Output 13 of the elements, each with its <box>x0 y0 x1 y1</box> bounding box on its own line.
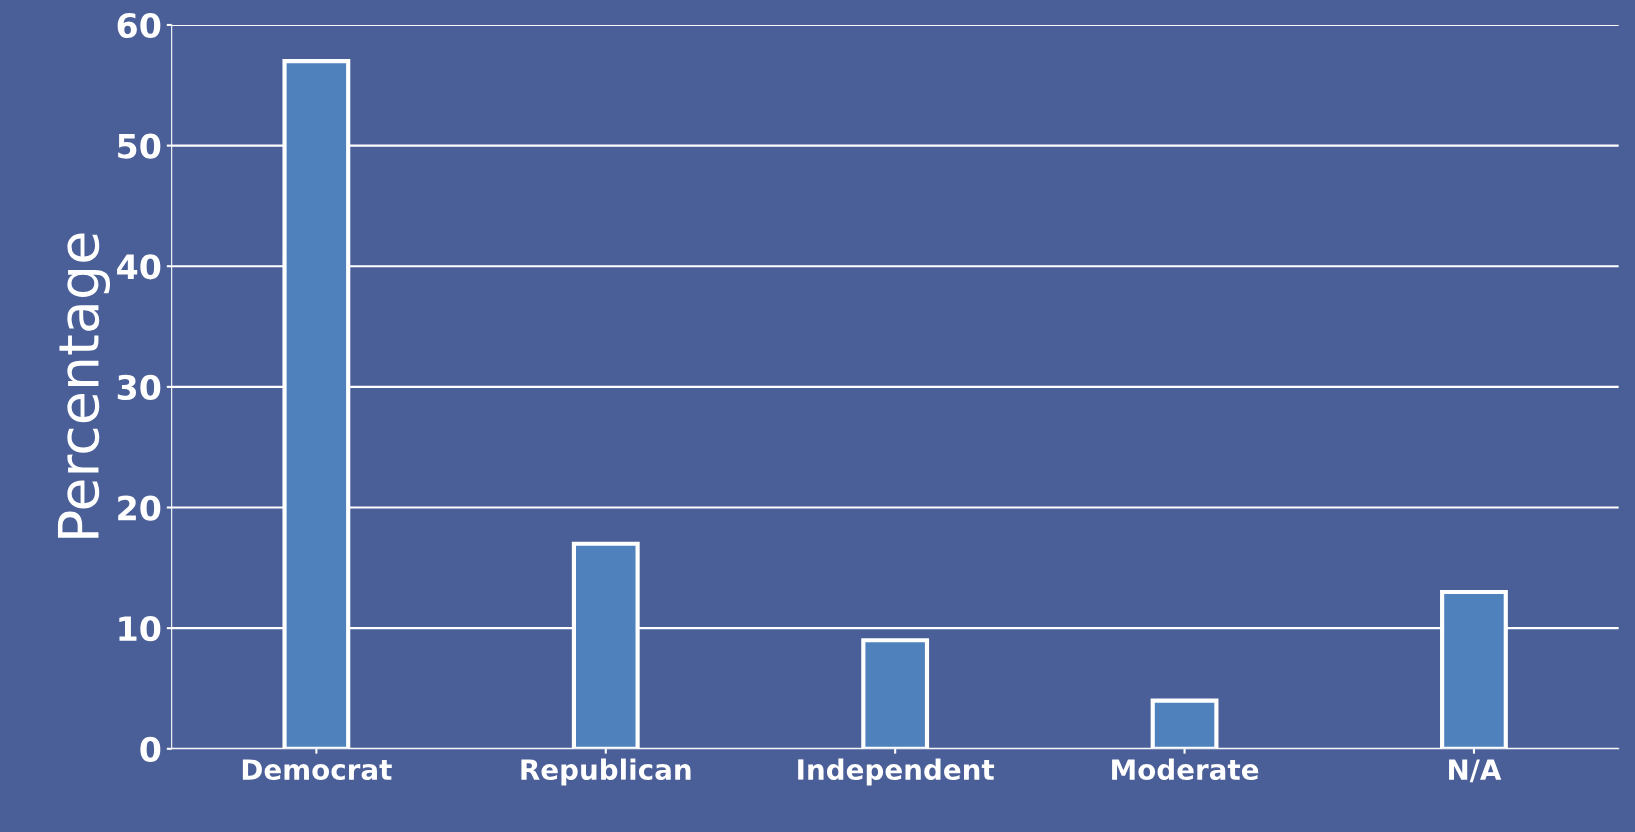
x-tick-label: Independent <box>798 758 995 786</box>
y-tick-label: 60 <box>117 12 161 39</box>
y-axis-title: Percentage <box>57 233 111 538</box>
x-tick-label: Republican <box>521 758 691 786</box>
y-tick-label: 40 <box>117 254 161 280</box>
x-tick-label: N/A <box>1449 759 1502 783</box>
y-tick-label: 20 <box>118 495 161 521</box>
y-tick-label: 50 <box>118 133 161 159</box>
y-tick-label: 30 <box>117 374 161 401</box>
y-tick-label: 10 <box>119 616 161 642</box>
x-tick-label: Democrat <box>242 759 392 781</box>
x-tick-label: Moderate <box>1112 758 1259 781</box>
y-tick-label: 0 <box>140 736 161 762</box>
